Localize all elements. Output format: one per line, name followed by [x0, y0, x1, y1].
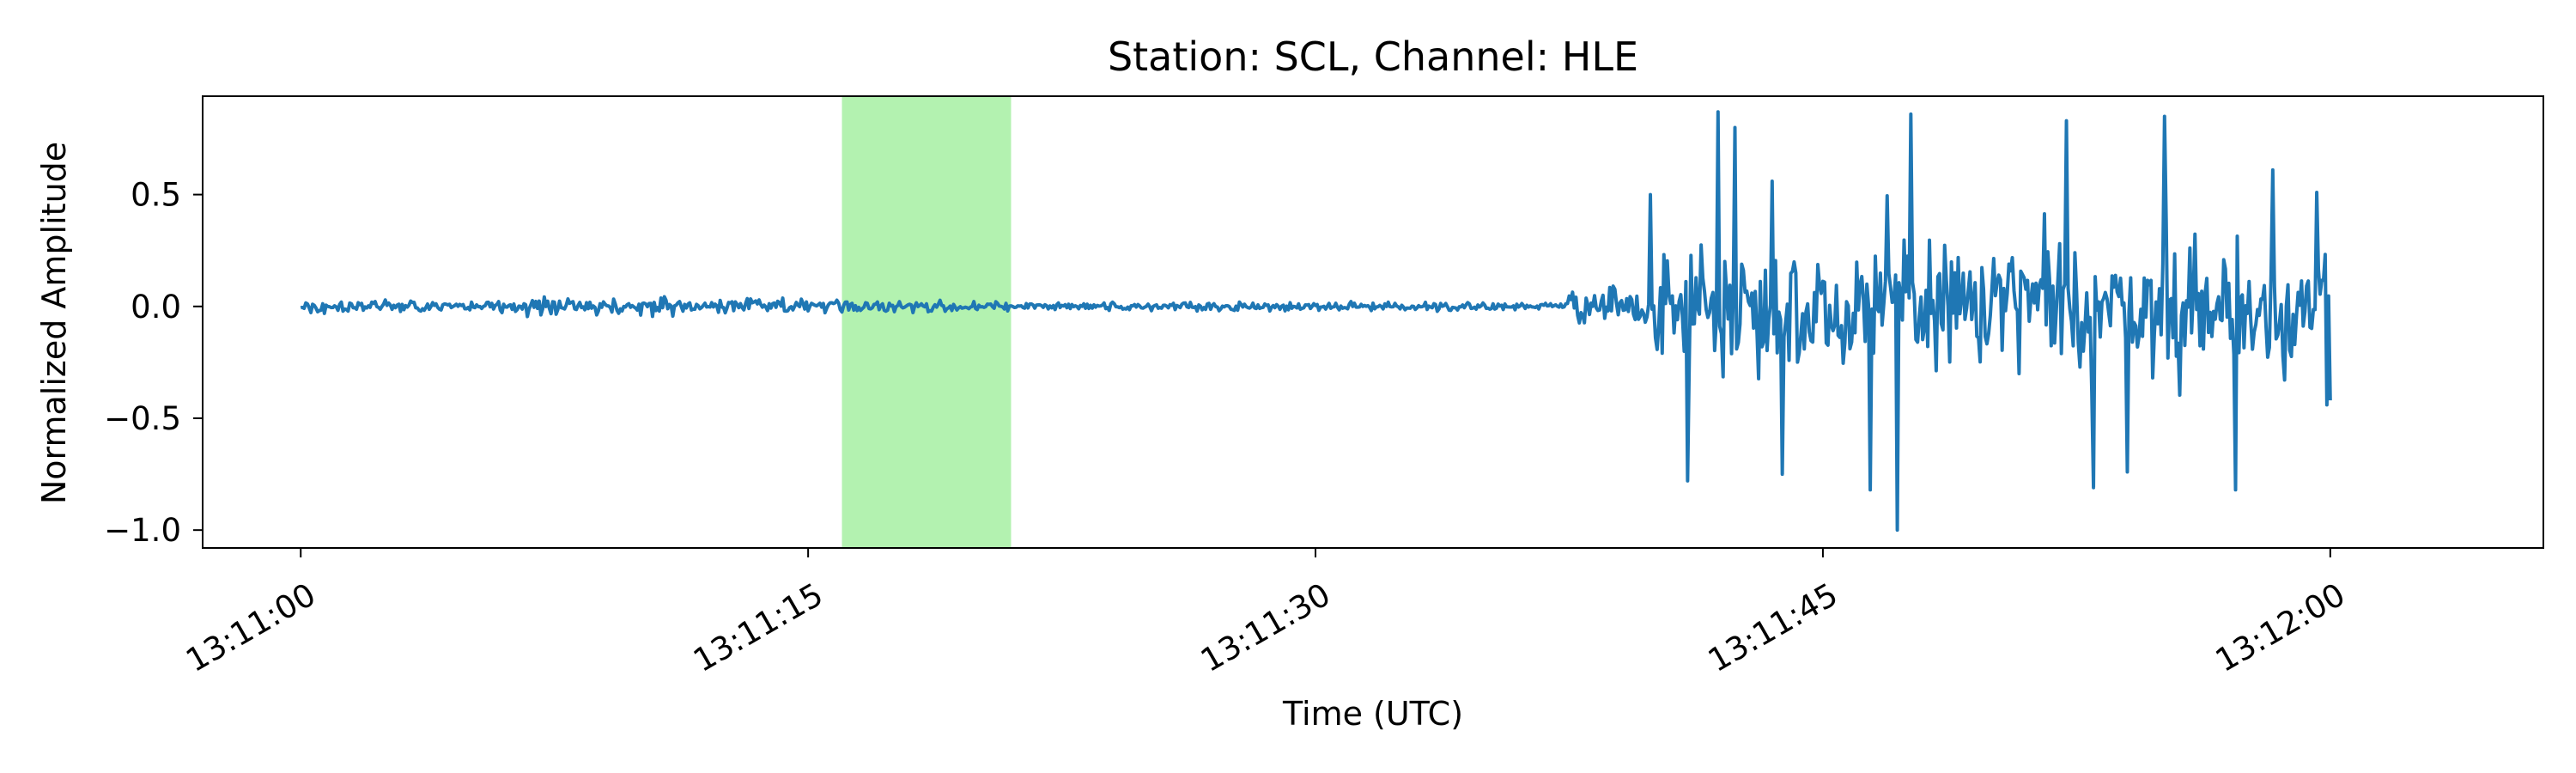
plot-frame [202, 95, 2544, 549]
x-tick-label: 13:11:00 [179, 576, 321, 679]
highlight-window [841, 96, 1012, 548]
x-axis-label: Time (UTC) [1282, 695, 1463, 733]
y-axis-label: Normalized Amplitude [35, 142, 73, 504]
y-tick-label: 0.0 [131, 289, 181, 326]
x-tick-label: 13:11:45 [1702, 576, 1844, 679]
waveform-line [300, 110, 2332, 533]
chart-title: Station: SCL, Channel: HLE [1108, 33, 1638, 80]
x-tick-label: 13:12:00 [2209, 576, 2351, 679]
plot-area: 0.5 0.0 −0.5 −1.0 13:11:00 13:11:15 13:11:30 13… [104, 95, 2544, 679]
y-tick-label: −0.5 [104, 400, 181, 437]
y-tick-label: 0.5 [131, 177, 181, 214]
x-tick-label: 13:11:30 [1194, 576, 1336, 679]
x-tick-label: 13:11:15 [687, 576, 829, 679]
y-tick-label: −1.0 [104, 512, 181, 549]
